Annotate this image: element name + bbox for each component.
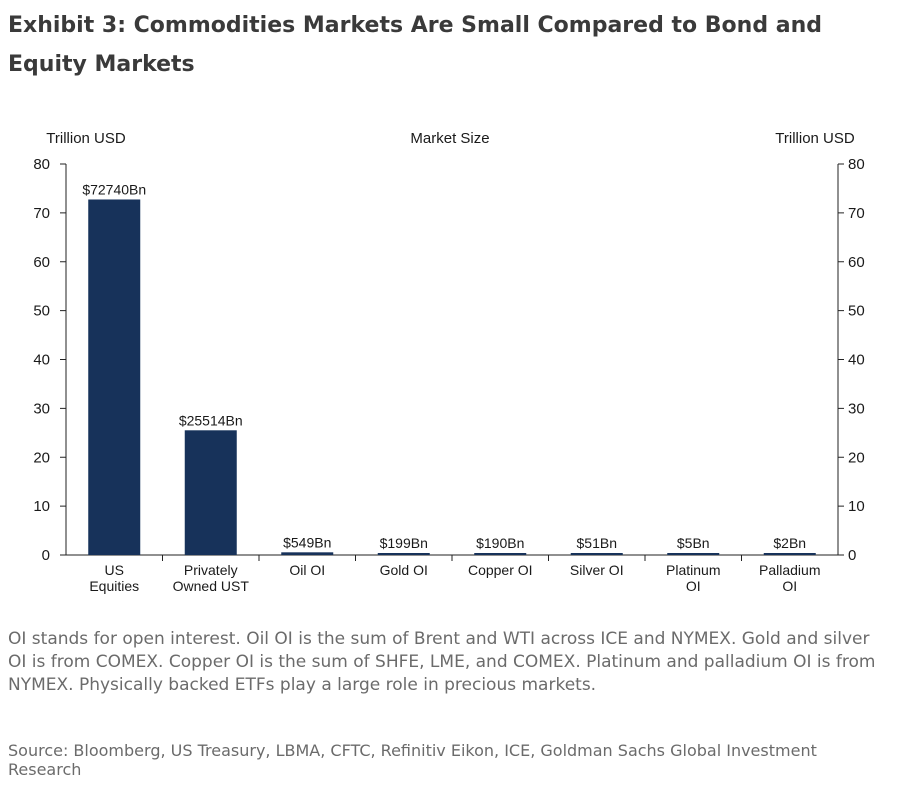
right-tick-label: 20: [848, 449, 865, 466]
left-tick-label: 30: [33, 400, 50, 417]
category-label: Equities: [89, 578, 139, 594]
data-label: $199Bn: [380, 535, 428, 551]
left-tick-label: 40: [33, 352, 50, 369]
left-tick-label: 80: [33, 156, 50, 173]
data-label: $190Bn: [476, 535, 524, 551]
left-tick-label: 20: [33, 449, 50, 466]
bar: [88, 199, 141, 555]
right-tick-label: 40: [848, 352, 865, 369]
category-label: US: [105, 562, 124, 578]
data-label: $2Bn: [773, 535, 806, 551]
right-tick-label: 80: [848, 156, 865, 173]
data-label: $72740Bn: [82, 181, 146, 197]
data-label: $25514Bn: [179, 412, 243, 428]
exhibit-title: Exhibit 3: Commodities Markets Are Small…: [8, 13, 822, 77]
left-tick-label: 60: [33, 254, 50, 271]
category-label: Platinum: [666, 562, 720, 578]
right-tick-label: 60: [848, 254, 865, 271]
chart-title: Market Size: [410, 130, 489, 147]
category-label: OI: [686, 578, 701, 594]
left-tick-label: 70: [33, 205, 50, 222]
source-note: Source: Bloomberg, US Treasury, LBMA, CF…: [8, 741, 817, 779]
data-label: $5Bn: [677, 535, 710, 551]
left-tick-label: 10: [33, 498, 50, 515]
category-label: Palladium: [759, 562, 820, 578]
bar: [474, 553, 527, 555]
category-label: Owned UST: [173, 578, 250, 594]
bar: [667, 553, 720, 555]
bar: [281, 552, 334, 555]
right-tick-label: 50: [848, 303, 865, 320]
plot-area: 0 0 10 10 20 20 30 30 40 40 50 50 60 60 70 70 80 80 $72740…: [33, 156, 864, 594]
data-label: $549Bn: [283, 534, 331, 550]
footnote: OI stands for open interest. Oil OI is t…: [8, 629, 876, 695]
right-tick-label: 70: [848, 205, 865, 222]
left-axis-label: Trillion USD: [46, 130, 126, 147]
right-tick-label: 10: [848, 498, 865, 515]
category-label: Silver OI: [570, 562, 624, 578]
category-label: Privately: [184, 562, 238, 578]
right-axis-label: Trillion USD: [775, 130, 855, 147]
bar: [377, 553, 430, 555]
category-label: Copper OI: [468, 562, 533, 578]
bar: [184, 430, 237, 555]
right-tick-label: 0: [848, 547, 856, 564]
category-label: OI: [782, 578, 797, 594]
bar: [570, 553, 623, 555]
left-tick-label: 50: [33, 303, 50, 320]
category-label: Gold OI: [380, 562, 428, 578]
data-label: $51Bn: [577, 535, 617, 551]
category-label: Oil OI: [289, 562, 325, 578]
bar: [763, 553, 816, 555]
right-tick-label: 30: [848, 400, 865, 417]
left-tick-label: 0: [42, 547, 50, 564]
